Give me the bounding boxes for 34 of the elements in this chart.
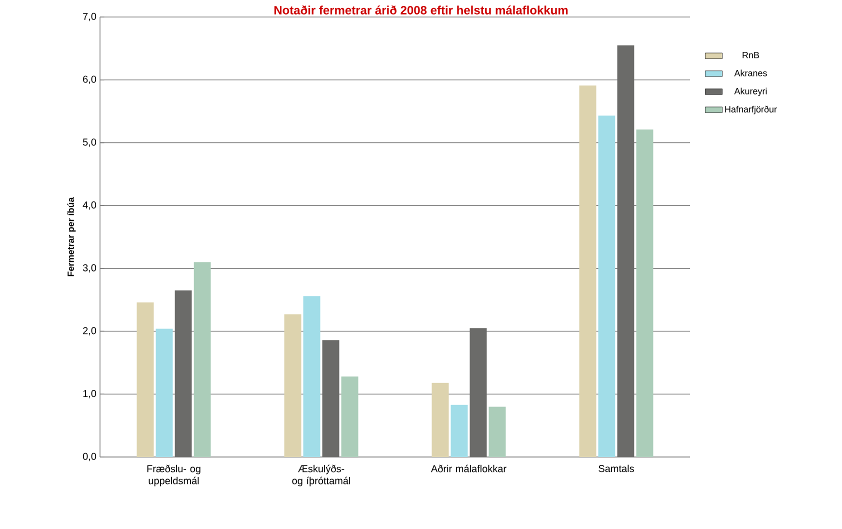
bar xyxy=(194,262,211,457)
x-tick-label: Samtals xyxy=(598,464,634,472)
bar xyxy=(617,45,634,457)
bar xyxy=(450,404,468,457)
bar xyxy=(156,328,173,457)
bar xyxy=(488,406,506,457)
chart-title: Notaðir fermetrar árið 2008 eftir helstu málaflokkum xyxy=(274,6,568,14)
legend-label: Akranes xyxy=(734,70,767,76)
bar xyxy=(303,296,320,457)
legend-label: RnB xyxy=(742,52,760,58)
y-tick-label: 0,0 xyxy=(82,452,96,462)
x-tick-label: Aðrir málaflokkar xyxy=(430,464,506,472)
bar xyxy=(636,130,654,457)
x-tick-label: Æskulýðs- og íþróttamál xyxy=(292,464,350,486)
bar xyxy=(341,376,358,457)
y-tick-label: 1,0 xyxy=(83,390,96,398)
bar xyxy=(579,86,596,457)
bar xyxy=(284,314,302,457)
bar xyxy=(432,382,449,457)
y-tick-label: 7,0 xyxy=(83,12,96,22)
y-tick-label: 6,0 xyxy=(83,76,96,84)
y-tick-label: 3,0 xyxy=(82,264,96,273)
bar xyxy=(598,116,616,457)
legend-label: Akureyri xyxy=(734,88,767,96)
y-tick-label: 2,0 xyxy=(83,327,96,336)
bar xyxy=(174,290,192,457)
y-axis-title: Fermetrar per íbúa xyxy=(67,197,76,276)
bar xyxy=(470,328,487,457)
y-tick-label: 4,0 xyxy=(82,201,96,210)
x-tick-label: Fræðslu- og uppeldsmál xyxy=(147,464,200,486)
legend-label: Hafnarfjörður xyxy=(725,106,777,114)
y-tick-label: 5,0 xyxy=(82,138,96,147)
bar xyxy=(322,340,340,457)
bar xyxy=(136,302,154,457)
